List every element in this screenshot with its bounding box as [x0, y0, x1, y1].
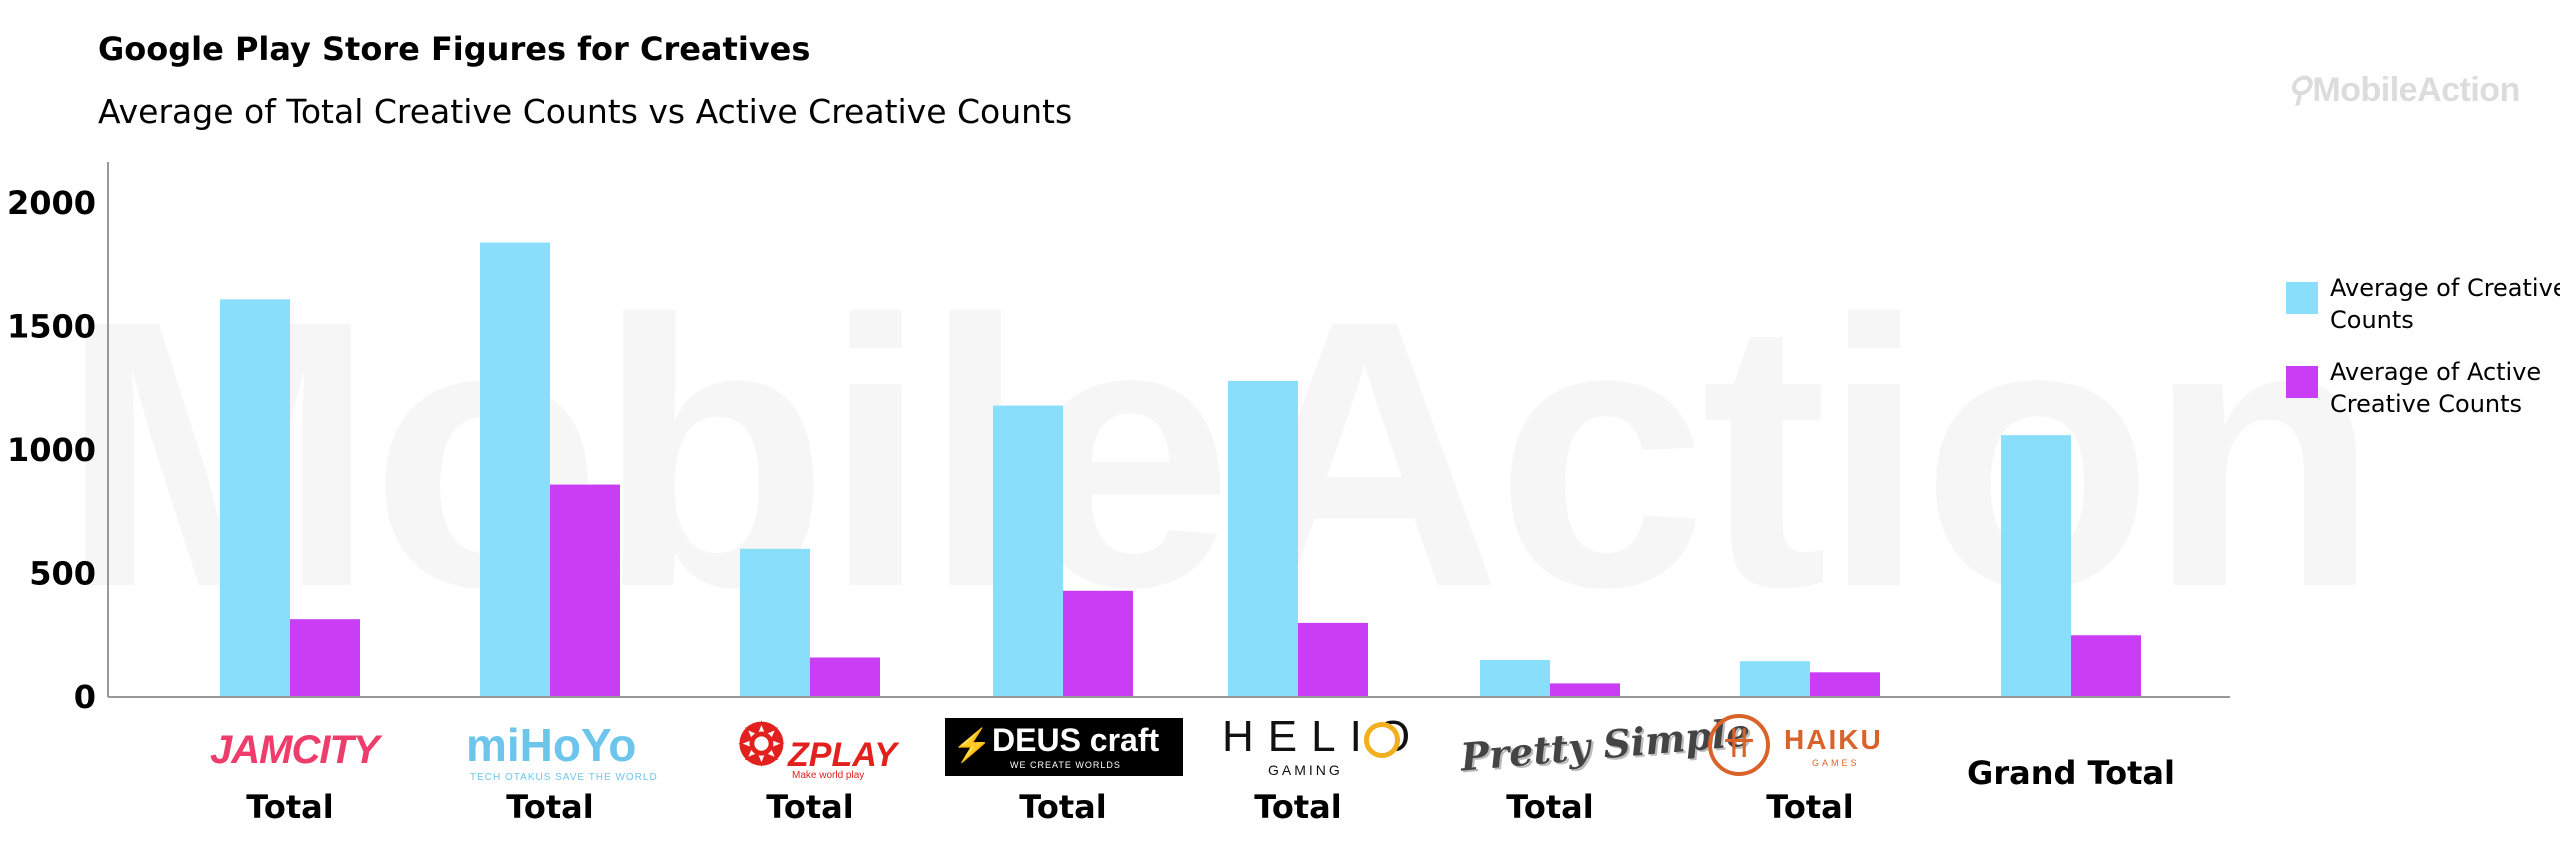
zplay-tagline: Make world play [792, 770, 865, 781]
bar-total [1740, 661, 1810, 697]
haiku-tagline: GAMES [1812, 758, 1860, 768]
y-tick-label: 500 [29, 555, 96, 593]
background-watermark: MobileAction [60, 241, 2379, 666]
brand-mark-icon: ⚲ [2286, 71, 2311, 109]
x-category-label: Total [506, 788, 593, 826]
bar-active [1298, 622, 1368, 697]
y-tick-label: 2000 [7, 184, 96, 222]
legend-label-active: Average of Active Creative Counts [2330, 358, 2542, 418]
x-category-label: Total [1019, 788, 1106, 826]
y-tick-label: 1000 [7, 431, 96, 469]
bar-total [2001, 435, 2071, 697]
bar-active [2071, 635, 2141, 697]
x-category-label: Total [1766, 788, 1853, 826]
bar-total [480, 242, 550, 697]
bar-total [1228, 380, 1298, 697]
bar-active [550, 484, 620, 697]
x-category-label: Total [1254, 788, 1341, 826]
legend-label-total: Average of Creative Counts [2330, 274, 2560, 334]
bar-total [220, 299, 290, 697]
bar-active [810, 657, 880, 697]
legend-item-total: Average of Creative Counts [2286, 272, 2560, 336]
legend-swatch-total [2286, 282, 2318, 314]
legend-swatch-active [2286, 366, 2318, 398]
bar-total [993, 405, 1063, 697]
bar-active [1810, 672, 1880, 697]
zplay-wordmark: ZPLAY [788, 736, 897, 774]
bar-active [1063, 590, 1133, 697]
x-category-label: Total [1506, 788, 1593, 826]
zplay-logo: ❂ [738, 712, 785, 778]
mihoyo-tagline: TECH OTAKUS SAVE THE WORLD [470, 772, 658, 783]
deuscraft-logo-box [945, 718, 1183, 776]
chart-legend: Average of Creative Counts Average of Ac… [2286, 272, 2560, 440]
bar-active [1550, 683, 1620, 697]
helio-tagline: GAMING [1268, 762, 1343, 778]
brand-name: MobileAction [2312, 71, 2520, 109]
bar-total [740, 548, 810, 697]
x-category-label: Grand Total [1967, 754, 2175, 792]
deuscraft-logo: DEUS craft [992, 722, 1160, 758]
legend-item-active: Average of Active Creative Counts [2286, 356, 2560, 420]
haiku-icon: 卄 [1708, 714, 1770, 776]
deuscraft-icon: ⚡ [952, 727, 992, 763]
bar-active [290, 619, 360, 697]
jamcity-logo: JAMCITY [210, 728, 380, 772]
chart-title: Google Play Store Figures for Creatives [98, 30, 811, 68]
deuscraft-tagline: WE CREATE WORLDS [1010, 760, 1121, 770]
y-tick-label: 0 [74, 678, 96, 716]
x-category-label: Total [766, 788, 853, 826]
helio-o-accent [1364, 722, 1400, 758]
mihoyo-logo: miHoYo [466, 719, 637, 771]
zplay-dolphin-icon: ❂ [738, 713, 785, 776]
chart-subtitle: Average of Total Creative Counts vs Acti… [98, 92, 1073, 131]
brand-logo: ⚲MobileAction [2286, 70, 2520, 110]
x-category-label: Total [246, 788, 333, 826]
bar-total [1480, 659, 1550, 697]
haiku-logo: HAIKU [1784, 724, 1883, 755]
y-tick-label: 1500 [7, 308, 96, 346]
